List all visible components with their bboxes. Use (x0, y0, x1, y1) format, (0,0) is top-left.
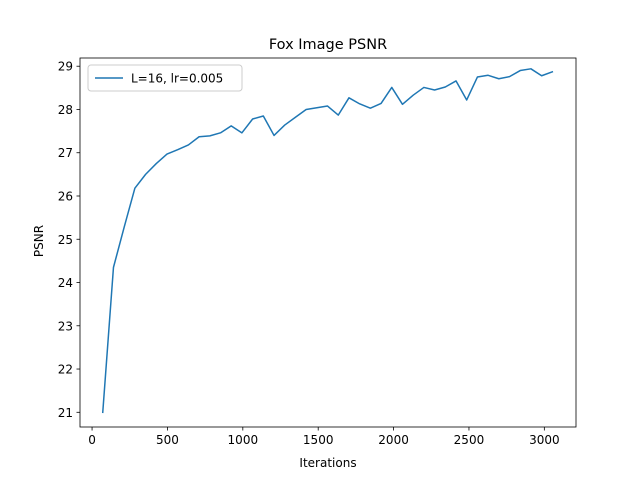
y-tick-label: 24 (58, 276, 73, 290)
x-tick-label: 2500 (454, 433, 485, 447)
y-axis-title: PSNR (32, 225, 46, 257)
x-tick-label: 500 (156, 433, 179, 447)
x-tick-label: 0 (88, 433, 96, 447)
legend-label: L=16, lr=0.005 (131, 72, 223, 86)
chart-title: Fox Image PSNR (269, 37, 387, 53)
y-tick-label: 25 (58, 233, 73, 247)
axes-frame (79, 57, 577, 428)
legend-box (87, 64, 243, 92)
plot-area: 0 500 1000 1500 2000 2500 3000 21 22 23 24 25 26 27 28… (58, 57, 577, 447)
y-tick-label: 22 (58, 363, 73, 377)
y-tick-label: 26 (58, 189, 73, 203)
y-tick-label: 21 (58, 406, 73, 420)
x-tick-label: 2000 (378, 433, 409, 447)
x-axis-title: Iterations (299, 456, 356, 470)
x-tick-label: 1500 (303, 433, 334, 447)
y-tick-label: 28 (58, 103, 73, 117)
series-line-0 (101, 68, 554, 414)
y-tick-label: 23 (58, 319, 73, 333)
x-tick-label: 1000 (228, 433, 259, 447)
y-tick-label: 27 (58, 146, 73, 160)
x-tick-label: 3000 (529, 433, 560, 447)
y-tick-label: 29 (58, 60, 73, 74)
